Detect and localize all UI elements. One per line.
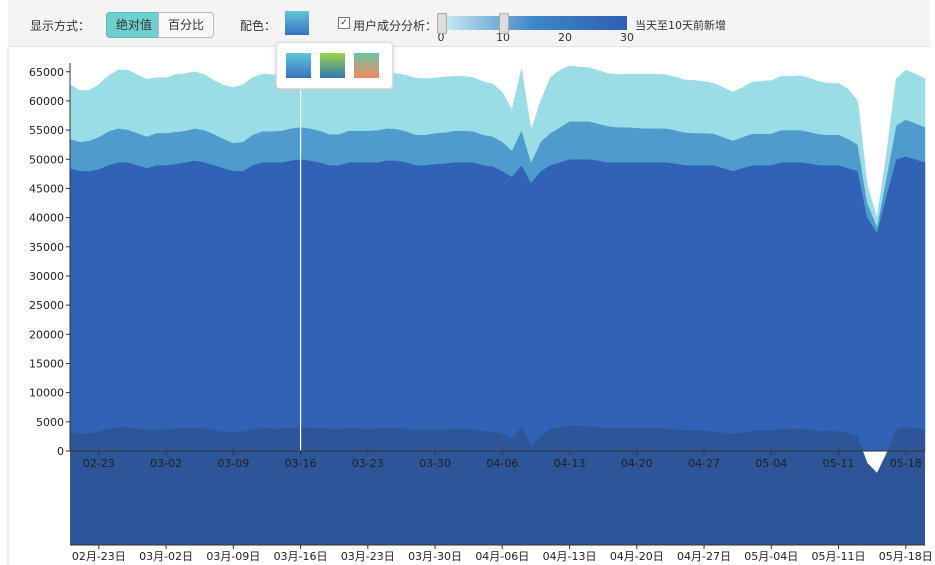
palette[interactable] [320,53,345,78]
nav-tick-label: 02月-23日 [72,550,126,563]
x-tick-label: 05-04 [755,457,787,470]
nav-tick-label: 05月-04日 [744,550,798,563]
y-tick-label: 15000 [29,357,64,370]
slider-thumb[interactable] [437,13,447,34]
label: 用户成分分析： [353,19,438,33]
slider-tick-label: 0 [437,31,445,44]
nav-tick-label: 04月-06日 [475,550,529,563]
nav-tick-label: 03月-02日 [139,550,193,563]
button[interactable]: 百分比 [158,12,215,38]
nav-tick-label: 05月-18日 [879,550,933,563]
checkbox[interactable]: ✓ [338,17,350,29]
nav-tick-label: 04月-13日 [543,550,597,563]
y-tick-label: 0 [57,445,64,458]
x-tick-label: 03-02 [150,457,182,470]
nav-tick-label: 03月-09日 [206,550,260,563]
palette[interactable] [354,53,379,78]
area [69,119,926,233]
palette-popup [276,42,393,89]
slider-tick-label: 20 [558,31,572,44]
y-tick-label: 35000 [29,241,64,254]
label: 显示方式： [30,19,91,33]
nav-tick-label: 03月-30日 [408,550,462,563]
y-tick-label: 60000 [29,95,64,108]
nav-tick-label: 04月-20日 [610,550,664,563]
y-tick-label: 10000 [29,387,64,400]
y-tick-label: 65000 [29,66,64,79]
slider-thumb[interactable] [499,13,509,34]
x-tick-label: 03-30 [419,457,451,470]
x-tick-label: 05-11 [823,457,855,470]
nav-tick-label: 03月-16日 [274,550,328,563]
x-tick-label: 05-18 [890,457,922,470]
y-tick-label: 25000 [29,299,64,312]
y-tick-label: 45000 [29,182,64,195]
label: 配色： [240,19,277,33]
slider-tick-label: 30 [620,31,634,44]
x-tick-label: 04-27 [688,457,720,470]
button[interactable]: 绝对值 [106,12,163,38]
y-tick-label: 50000 [29,153,64,166]
x-tick-label: 04-06 [486,457,518,470]
y-tick-label: 55000 [29,124,64,137]
area [69,156,926,452]
toolbar: 显示方式： 绝对值 百分比 配色： ✓ 用户成分分析： 当天至10天前新增 0 1… [8,0,930,47]
color-picker[interactable] [285,11,309,35]
navigator-area [70,425,925,545]
palette[interactable] [286,53,311,78]
nav-tick-label: 03月-23日 [341,550,395,563]
x-tick-label: 02-23 [83,457,115,470]
slider-tick-label: 10 [496,31,510,44]
y-tick-label: 40000 [29,212,64,225]
nav-tick-label: 04月-27日 [677,550,731,563]
x-tick-label: 04-13 [554,457,586,470]
slider-label: 当天至10天前新增 [635,19,726,32]
x-tick-label: 03-09 [217,457,249,470]
x-tick-label: 04-20 [621,457,653,470]
nav-tick-label: 05月-11日 [812,550,866,563]
x-tick-label: 03-16 [285,457,317,470]
y-tick-label: 30000 [29,270,64,283]
y-tick-label: 20000 [29,328,64,341]
y-tick-label: 5000 [36,416,64,429]
area [69,65,926,228]
x-tick-label: 03-23 [352,457,384,470]
slider-track[interactable] [441,16,627,30]
